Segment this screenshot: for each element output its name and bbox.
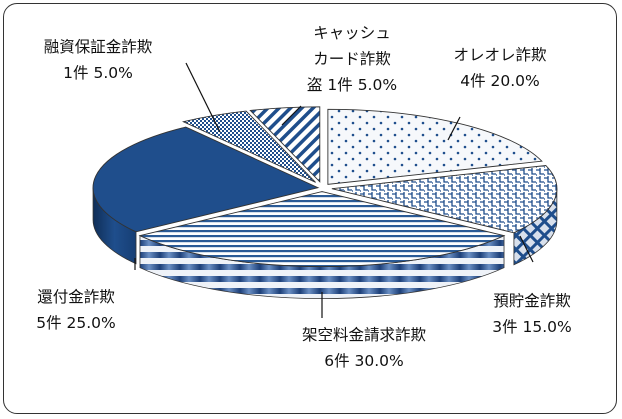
slice-label-yushi: 融資保証金詐欺 <box>44 38 153 56</box>
slice-label-cash-line2: カード詐欺 <box>313 50 391 68</box>
slice-value-cash: 盗 1件 5.0% <box>307 76 397 94</box>
slice-value-kanpu: 5件 25.0% <box>36 314 116 332</box>
slice-value-yushi: 1件 5.0% <box>63 64 133 82</box>
slice-value-oreore: 4件 20.0% <box>460 72 540 90</box>
slice-label-yochokin: 預貯金詐欺 <box>493 292 571 310</box>
slice-label-cash-line1: キャッシュ <box>313 24 391 42</box>
slice-label-kanpu: 還付金詐欺 <box>37 288 115 306</box>
slice-label-kakuu: 架空料金請求詐欺 <box>302 326 426 344</box>
slice-value-kakuu: 6件 30.0% <box>324 352 404 370</box>
slice-label-oreore: オレオレ詐欺 <box>453 46 546 64</box>
slice-value-yochokin: 3件 15.0% <box>492 318 572 336</box>
